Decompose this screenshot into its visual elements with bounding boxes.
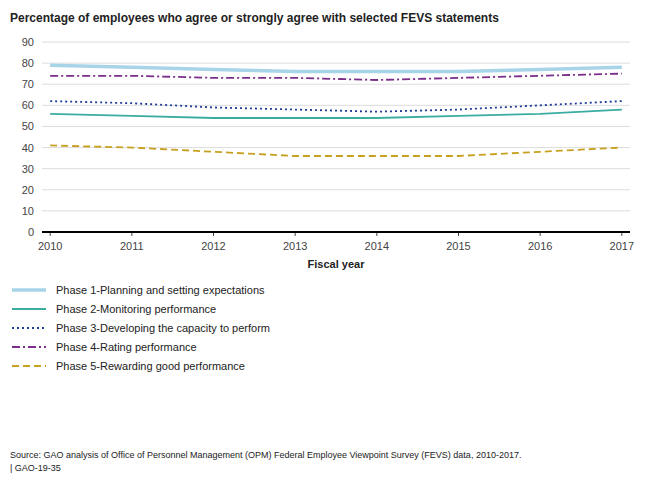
x-tick-label: 2017	[610, 240, 634, 252]
series-line	[50, 101, 622, 112]
grid	[42, 42, 630, 232]
y-tick-label: 50	[22, 120, 34, 132]
grid-line	[42, 84, 630, 85]
legend-label: Phase 4-Rating performance	[56, 341, 197, 353]
y-tick-label: 0	[28, 226, 34, 238]
grid-line	[42, 42, 630, 43]
y-tick-label: 60	[22, 99, 34, 111]
x-tick-label: 2011	[120, 240, 144, 252]
grid-line	[42, 210, 630, 211]
legend-label: Phase 1-Planning and setting expectation…	[56, 284, 265, 296]
legend-swatch	[12, 327, 46, 329]
y-tick-label: 80	[22, 57, 34, 69]
y-tick-label: 90	[22, 36, 34, 48]
series-line	[50, 145, 622, 156]
x-tick-label: 2010	[38, 240, 62, 252]
grid-line	[42, 126, 630, 127]
series-line	[50, 65, 622, 71]
x-tick-label: 2016	[528, 240, 552, 252]
y-tick-label: 70	[22, 78, 34, 90]
legend-label: Phase 5-Rewarding good performance	[56, 360, 245, 372]
legend-label: Phase 3-Developing the capacity to perfo…	[56, 322, 270, 334]
y-tick-label: 10	[22, 205, 34, 217]
x-axis-label: Fiscal year	[308, 258, 366, 270]
lines	[50, 65, 622, 156]
x-axis	[42, 231, 630, 233]
grid-line	[42, 63, 630, 64]
legend-swatch	[12, 365, 46, 367]
legend-swatch	[12, 308, 46, 310]
legend-swatch	[12, 346, 46, 348]
x-tick-label: 2014	[365, 240, 389, 252]
chart: Percentage of employees who agree or str…	[0, 0, 650, 484]
grid-line	[42, 168, 630, 169]
legend-swatch	[12, 288, 46, 292]
series-line	[50, 74, 622, 80]
source: Source: GAO analysis of Office of Person…	[10, 450, 521, 473]
x-tick-label: 2013	[283, 240, 307, 252]
y-tick-label: 30	[22, 163, 34, 175]
legend: Phase 1-Planning and setting expectation…	[12, 284, 270, 372]
legend-label: Phase 2-Monitoring performance	[56, 303, 216, 315]
y-tick-label: 40	[22, 142, 34, 154]
x-tick-label: 2012	[201, 240, 225, 252]
title: Percentage of employees who agree or str…	[10, 11, 499, 25]
y-tick-label: 20	[22, 184, 34, 196]
grid-line	[42, 189, 630, 190]
x-tick-label: 2015	[446, 240, 470, 252]
grid-line	[42, 232, 630, 233]
